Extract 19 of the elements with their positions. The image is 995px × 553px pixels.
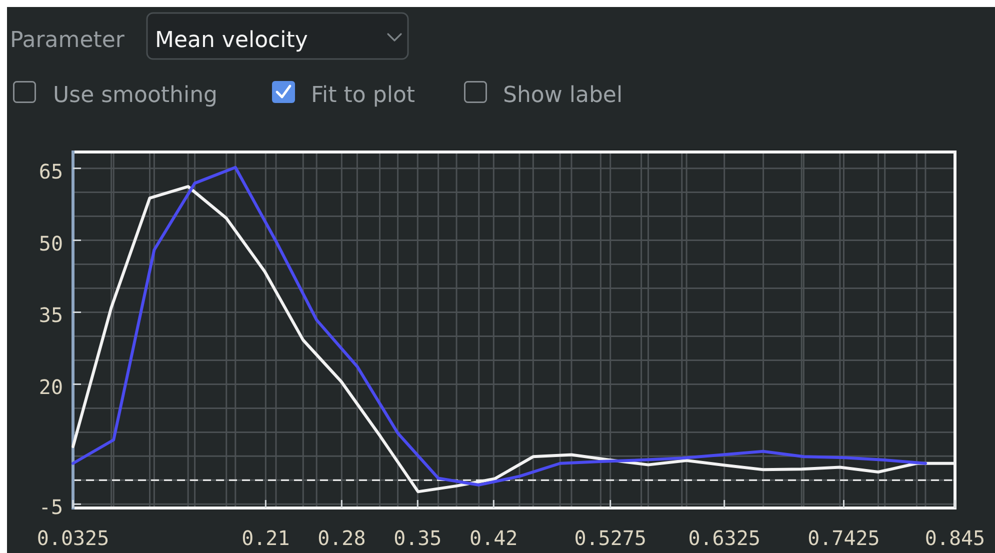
x-tick-label: 0.21 [242, 526, 290, 550]
x-tick-label: 0.845 [924, 526, 986, 550]
text: Parameter [10, 28, 126, 53]
x-tick-label: 0.42 [470, 526, 518, 550]
y-tick-label: 50 [38, 231, 63, 256]
text: Mean velocity [155, 28, 308, 53]
x-tick-label: 0.5275 [574, 526, 646, 550]
x-tick-label: 0.35 [394, 526, 442, 550]
y-tick-label: 20 [38, 375, 63, 400]
y-tick-label: 35 [38, 303, 63, 328]
x-tick-label: 0.7425 [808, 526, 880, 550]
text: Show label [503, 83, 623, 108]
x-tick-label: 0.28 [318, 526, 366, 550]
y-tick-label: -5 [38, 495, 63, 520]
text: Use smoothing [53, 83, 218, 108]
y-tick-label: 65 [38, 159, 63, 184]
text: Fit to plot [311, 83, 416, 108]
x-tick-label: 0.0325 [36, 526, 110, 550]
x-tick-label: 0.6325 [688, 526, 760, 550]
